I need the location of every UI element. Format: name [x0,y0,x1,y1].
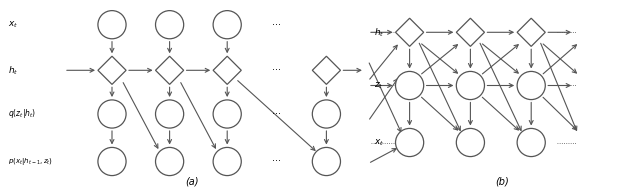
Ellipse shape [396,128,424,157]
Ellipse shape [213,100,241,128]
Text: (a): (a) [185,176,199,186]
Polygon shape [456,18,484,46]
Polygon shape [396,18,424,46]
Ellipse shape [517,71,545,100]
Polygon shape [156,56,184,84]
Ellipse shape [396,71,424,100]
Text: $h_t$: $h_t$ [374,26,385,39]
Ellipse shape [156,147,184,176]
Text: $p(x_t|h_{t-1}, z_t)$: $p(x_t|h_{t-1}, z_t)$ [8,156,52,167]
Ellipse shape [456,128,484,157]
Text: $x_t$: $x_t$ [374,137,385,148]
Text: ···: ··· [272,20,282,30]
Text: ···: ··· [272,65,282,75]
Polygon shape [312,56,340,84]
Ellipse shape [312,100,340,128]
Ellipse shape [98,147,126,176]
Ellipse shape [213,147,241,176]
Text: $z_t$: $z_t$ [374,80,384,91]
Text: $h_t$: $h_t$ [8,64,18,77]
Ellipse shape [213,11,241,39]
Polygon shape [213,56,241,84]
Ellipse shape [456,71,484,100]
Ellipse shape [156,100,184,128]
Text: $q(z_t|h_t)$: $q(z_t|h_t)$ [8,108,36,120]
Polygon shape [517,18,545,46]
Ellipse shape [517,128,545,157]
Text: ···: ··· [272,157,282,166]
Ellipse shape [98,100,126,128]
Text: (b): (b) [495,176,509,186]
Text: ···: ··· [272,109,282,119]
Text: $x_t$: $x_t$ [8,19,18,30]
Ellipse shape [98,11,126,39]
Ellipse shape [156,11,184,39]
Polygon shape [98,56,126,84]
Ellipse shape [312,147,340,176]
